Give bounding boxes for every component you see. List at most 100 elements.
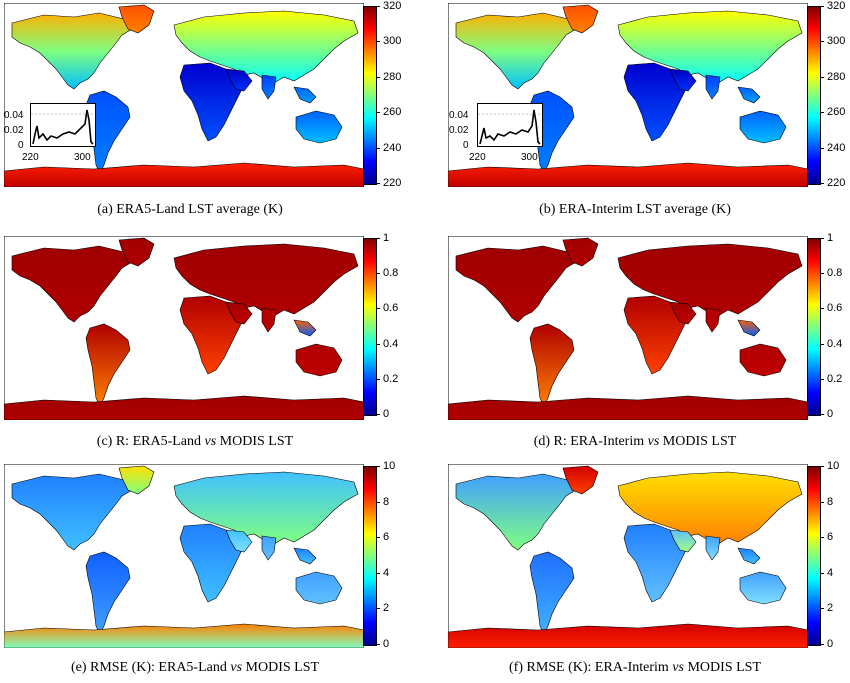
colorbar-tick-label: 260 [820,106,846,119]
landmass-australia [295,110,343,144]
landmass-antarctica [4,395,364,420]
landmass-seAsia [293,319,317,337]
landmass-india [261,74,277,100]
landmass-seAsia [293,547,317,565]
landmass-india [261,535,277,561]
landmass-arabia [669,529,697,553]
colorbar-tick-label: 0.8 [820,267,843,280]
colorbar-tick-label: 0.8 [376,267,399,280]
colorbar-tick-label: 260 [376,106,402,119]
colorbar-tick-label: 6 [820,531,834,544]
colorbar [363,238,377,416]
colorbar-tick-label: 0.2 [820,372,843,385]
landmass-arabia [225,529,253,553]
landmass-india [705,307,721,333]
caption-prefix: (f) RMSE (K): ERA-Interim [509,660,673,675]
rmse-map-era-interim [448,464,808,648]
landmass-antarctica [4,623,364,648]
landmass-greenland [118,465,155,495]
landmass-southAmerica [529,323,575,407]
landmass-northAmerica [11,245,133,323]
landmass-seAsia [737,547,761,565]
lst-map-era-interim [448,3,808,187]
landmass-eurasia [173,10,359,84]
inset-y-tick-high: 0.04 [4,110,24,121]
histogram-inset [477,103,543,147]
caption-suffix: MODIS LST [683,660,761,675]
colorbar-tick-label: 0.4 [376,337,399,350]
colorbar-tick-label: 0.2 [376,372,399,385]
colorbar-tick-label: 0.6 [376,302,399,315]
colorbar-tick-label: 2 [376,602,390,615]
landmass-greenland [562,237,599,267]
caption-prefix: (c) R: ERA5-Land [96,434,205,449]
panel-f: 10 8 6 4 2 0 (f) RMSE (K): ERA-Interim vs MOD… [425,456,850,683]
inset-y-tick-mid: 0.02 [4,125,24,136]
colorbar-tick-label: 320 [376,0,402,12]
landmass-eurasia [173,243,359,317]
panel-a: 0.04 0.02 0 220 300 320 300 280 260 240 220 (… [0,0,425,228]
lst-map-era5-land [4,3,364,187]
caption-prefix: (b) ERA-Interim LST average (K) [539,202,731,217]
figure-caption: (b) ERA-Interim LST average (K) [435,202,835,218]
panel-c: 1 0.8 0.6 0.4 0.2 0 (c) R: ERA5-Land vs MODIS… [0,228,425,456]
colorbar [807,6,821,185]
landmass-australia [295,571,343,605]
colorbar [807,466,821,646]
figure-caption: (c) R: ERA5-Land vs MODIS LST [0,434,390,450]
colorbar-tick-label: 220 [376,177,402,189]
caption-vs: vs [230,660,243,675]
caption-prefix: (e) RMSE (K): ERA5-Land [70,660,231,675]
colorbar-tick-label: 240 [376,141,402,154]
inset-x-tick-high: 300 [521,152,538,163]
colorbar-tick-label: 4 [820,566,834,579]
landmass-arabia [225,68,253,92]
inset-y-tick-zero: 0 [18,140,24,151]
caption-vs: vs [672,660,684,675]
landmass-seAsia [293,86,317,104]
colorbar-tick-label: 300 [376,35,402,48]
landmass-eurasia [617,471,803,545]
colorbar-tick-label: 280 [376,70,402,83]
landmass-australia [739,343,787,377]
inset-y-tick-zero: 0 [463,140,469,151]
panel-d: 1 0.8 0.6 0.4 0.2 0 (d) R: ERA-Interim vs MOD… [425,228,850,456]
landmass-greenland [118,4,155,34]
inset-x-tick-low: 220 [22,152,39,163]
colorbar-tick-label: 0 [376,408,390,420]
colorbar-tick-label: 1 [820,232,834,244]
caption-prefix: (a) ERA5-Land LST average (K) [97,202,283,217]
colorbar-tick-label: 8 [376,495,390,508]
colorbar-tick-label: 6 [376,531,390,544]
colorbar-tick-label: 280 [820,70,846,83]
landmass-antarctica [448,162,808,187]
colorbar-tick-label: 0 [376,638,390,650]
landmass-antarctica [448,623,808,648]
landmass-northAmerica [455,245,577,323]
inset-y-tick-high: 0.04 [449,110,469,121]
landmass-australia [739,571,787,605]
figure-caption: (e) RMSE (K): ERA5-Land vs MODIS LST [0,660,390,676]
landmass-southAmerica [529,551,575,635]
colorbar-tick-label: 300 [820,35,846,48]
landmass-southAmerica [85,551,131,635]
colorbar-tick-label: 2 [820,602,834,615]
histogram-plot [31,109,95,145]
colorbar [363,6,377,185]
landmass-arabia [669,68,697,92]
landmass-seAsia [737,86,761,104]
landmass-india [705,74,721,100]
landmass-india [261,307,277,333]
inset-x-tick-high: 300 [74,152,91,163]
histogram-plot [478,109,542,145]
colorbar-tick-label: 0.6 [820,302,843,315]
colorbar-tick-label: 0 [820,638,834,650]
caption-suffix: MODIS LST [242,660,320,675]
histogram-line [479,109,541,145]
colorbar-tick-label: 240 [820,141,846,154]
landmass-greenland [562,4,599,34]
landmass-eurasia [617,243,803,317]
landmass-arabia [669,301,697,325]
figure-caption: (a) ERA5-Land LST average (K) [0,202,380,218]
landmass-southAmerica [85,323,131,407]
